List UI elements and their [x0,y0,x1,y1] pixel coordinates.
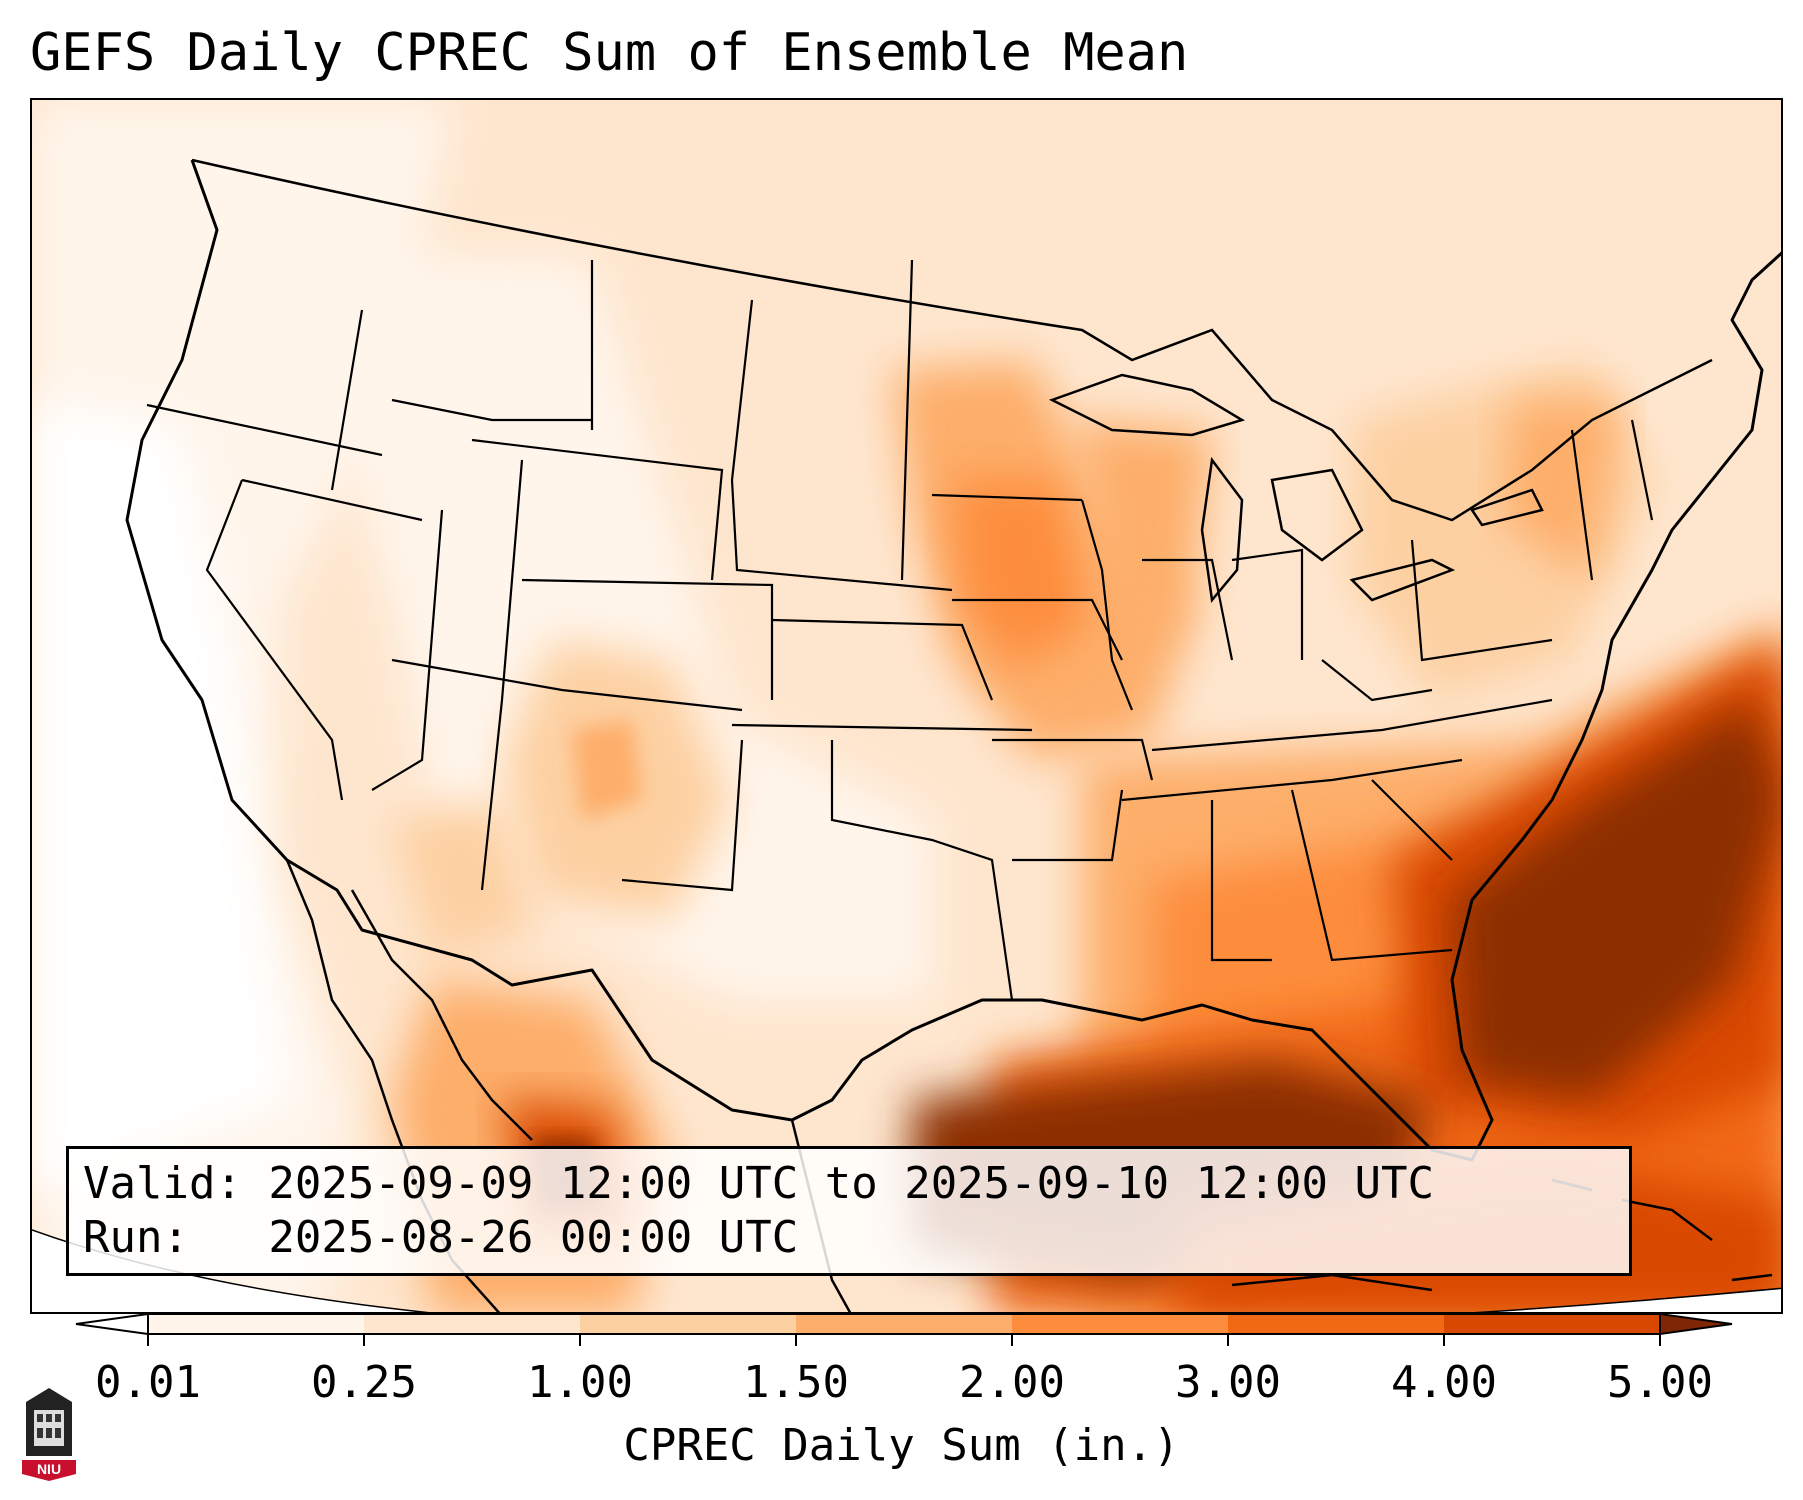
colorbar-bin [1444,1314,1661,1334]
colorbar-tick-label: 1.50 [743,1357,849,1408]
chart-title: GEFS Daily CPREC Sum of Ensemble Mean [30,23,1189,83]
great-lakes [1048,373,1544,603]
colorbar-bin [148,1314,365,1334]
valid-run-info-box: Valid: 2025-09-09 12:00 UTC to 2025-09-1… [66,1146,1632,1276]
colorbar-tick-label: 1.00 [527,1357,633,1408]
colorbar-tick-label: 0.25 [311,1357,417,1408]
colorbar-label: CPREC Daily Sum (in.) [623,1420,1180,1471]
state-boundaries [146,259,1654,1001]
colorbar-bin [1228,1314,1445,1334]
us-border [125,159,1781,1162]
colorbar-outline [147,1313,1661,1335]
logo-text: NIU [37,1461,61,1477]
colorbar-tick-label: 0.01 [95,1357,201,1408]
colorbar-under-arrow [75,1312,149,1336]
colorbar-tick-marks [147,1334,1661,1346]
colorbar-bin [364,1314,581,1334]
colorbar-bins [148,1314,1661,1334]
colorbar-bin [796,1314,1013,1334]
colorbar-over-arrow [1659,1312,1733,1336]
valid-time-text: Valid: 2025-09-09 12:00 UTC to 2025-09-1… [83,1158,1435,1209]
canada-border [191,158,1713,522]
precip-field [32,100,1781,1312]
colorbar-bin [1012,1314,1229,1334]
colorbar-tick-label: 2.00 [959,1357,1065,1408]
colorbar-tick-label: 3.00 [1175,1357,1281,1408]
colorbar-tick-label: 4.00 [1391,1357,1497,1408]
run-time-text: Run: 2025-08-26 00:00 UTC [83,1212,799,1263]
colorbar [75,1312,1733,1346]
map-panel [30,98,1783,1314]
colorbar-tick-label: 5.00 [1607,1357,1713,1408]
colorbar-bin [580,1314,797,1334]
precip-map [32,100,1781,1312]
niu-logo: NIU [22,1388,76,1481]
globe-edge [32,1229,1781,1312]
